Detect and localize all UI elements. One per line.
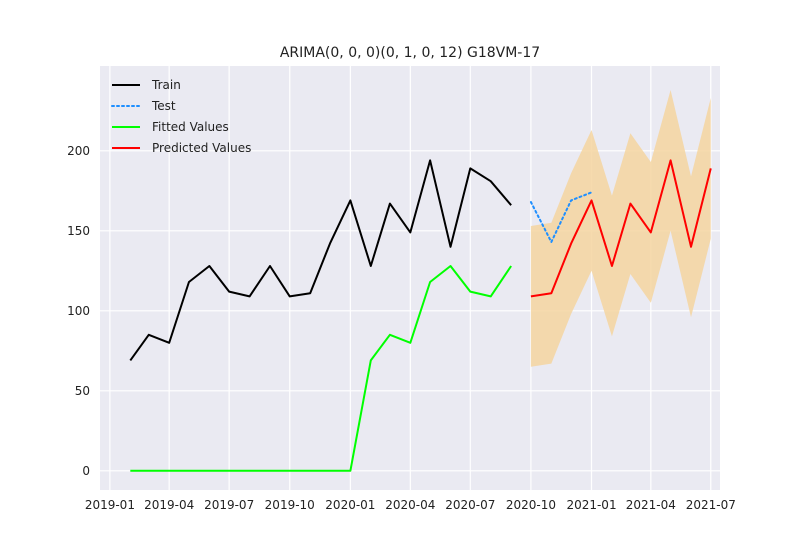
x-tick-label: 2020-10: [506, 498, 556, 512]
legend-label: Predicted Values: [152, 141, 251, 155]
x-tick-label: 2019-10: [265, 498, 315, 512]
x-tick-label: 2020-01: [325, 498, 375, 512]
x-tick-label: 2021-01: [566, 498, 616, 512]
x-tick-label: 2019-01: [85, 498, 135, 512]
legend-label: Fitted Values: [152, 120, 229, 134]
x-tick-label: 2019-04: [144, 498, 194, 512]
legend: Train Test Fitted Values Predicted Values: [111, 78, 251, 155]
series-line-train: [129, 159, 512, 361]
x-axis-ticks: 2019-01 2019-04 2019-07 2019-10 2020-01 2020-…: [85, 498, 736, 512]
x-tick-label: 2021-04: [626, 498, 676, 512]
x-tick-label: 2020-07: [445, 498, 495, 512]
y-tick-label: 200: [67, 144, 90, 158]
y-tick-label: 0: [82, 464, 90, 478]
series-line-test: [529, 191, 593, 243]
x-tick-label: 2019-07: [204, 498, 254, 512]
y-tick-label: 50: [75, 384, 90, 398]
x-tick-label: 2020-04: [385, 498, 435, 512]
series-layer: [129, 159, 712, 472]
x-tick-label: 2021-07: [686, 498, 736, 512]
y-tick-label: 100: [67, 304, 90, 318]
chart-title: ARIMA(0, 0, 0)(0, 1, 0, 12) G18VM-17: [280, 45, 540, 61]
confidence-band: [530, 90, 711, 367]
confidence-band-layer: [530, 90, 711, 367]
series-line-fitted-values: [130, 265, 512, 472]
legend-label: Train: [151, 78, 181, 92]
y-axis-ticks: 0 50 100 150 200: [67, 144, 90, 478]
grid: [100, 66, 720, 490]
series-line-predicted-values: [530, 159, 712, 298]
legend-label: Test: [151, 99, 176, 113]
y-tick-label: 150: [67, 224, 90, 238]
